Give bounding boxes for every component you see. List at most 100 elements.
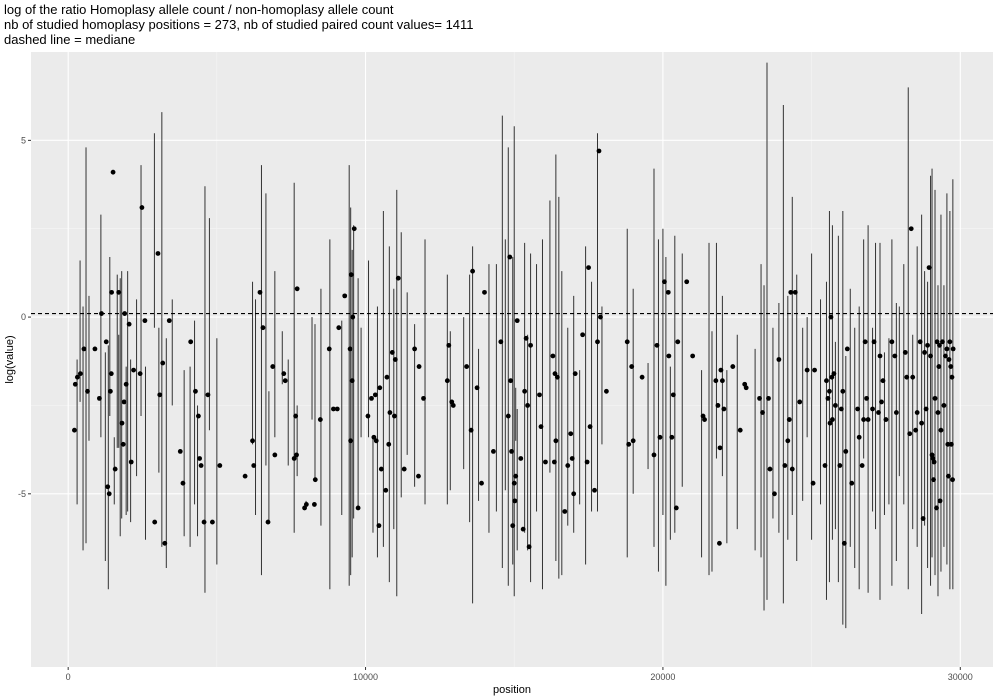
data-point bbox=[859, 463, 865, 468]
data-point bbox=[937, 342, 942, 348]
data-point bbox=[675, 339, 681, 345]
data-point bbox=[822, 463, 828, 468]
data-point bbox=[103, 339, 109, 345]
data-point bbox=[721, 406, 727, 412]
data-point bbox=[624, 339, 630, 345]
data-point bbox=[932, 395, 938, 401]
data-point bbox=[446, 342, 452, 348]
data-point bbox=[326, 346, 332, 352]
data-point bbox=[378, 466, 384, 472]
data-point bbox=[879, 399, 884, 405]
data-point bbox=[302, 505, 307, 511]
data-point bbox=[880, 378, 886, 384]
data-point bbox=[717, 540, 722, 546]
y-tick-label: -5 bbox=[18, 489, 26, 499]
chart-title: log of the ratio Homoplasy allele count … bbox=[4, 2, 394, 17]
data-point bbox=[840, 388, 846, 394]
data-point bbox=[935, 410, 941, 415]
data-point bbox=[717, 445, 723, 451]
data-point bbox=[523, 335, 529, 341]
data-point bbox=[412, 346, 418, 352]
data-point bbox=[665, 289, 671, 295]
data-point bbox=[336, 325, 342, 331]
data-point bbox=[760, 410, 765, 415]
data-point bbox=[331, 406, 336, 412]
data-point bbox=[365, 413, 371, 419]
data-point bbox=[105, 484, 111, 490]
data-point bbox=[702, 417, 707, 422]
data-point bbox=[785, 438, 791, 444]
data-point bbox=[673, 505, 679, 511]
data-point bbox=[670, 392, 676, 398]
data-point bbox=[772, 491, 777, 497]
data-point bbox=[757, 395, 762, 401]
data-point bbox=[937, 498, 943, 504]
data-point bbox=[810, 480, 816, 486]
data-point bbox=[950, 477, 955, 483]
data-point bbox=[401, 466, 407, 472]
data-point bbox=[342, 293, 348, 299]
data-point bbox=[348, 438, 354, 444]
data-point bbox=[568, 431, 574, 437]
data-point bbox=[871, 339, 877, 345]
data-point bbox=[948, 364, 954, 369]
data-point bbox=[893, 410, 899, 415]
data-point bbox=[155, 251, 161, 256]
data-point bbox=[861, 417, 867, 422]
data-point bbox=[550, 353, 556, 359]
data-point bbox=[250, 438, 255, 444]
data-point bbox=[554, 374, 560, 380]
data-point bbox=[152, 519, 158, 525]
data-point bbox=[482, 289, 487, 295]
x-axis-title: position bbox=[493, 684, 531, 696]
data-point bbox=[157, 392, 163, 398]
data-point bbox=[580, 332, 586, 338]
x-tick-label: 10000 bbox=[353, 672, 378, 682]
data-point bbox=[804, 367, 810, 373]
plot-panel bbox=[31, 52, 993, 667]
data-point bbox=[782, 463, 788, 468]
data-point bbox=[877, 353, 883, 359]
data-point bbox=[505, 413, 511, 419]
chart-caption: dashed line = mediane bbox=[4, 32, 136, 47]
data-point bbox=[416, 473, 421, 479]
data-point bbox=[526, 544, 532, 550]
data-point bbox=[788, 289, 794, 295]
data-point bbox=[217, 463, 223, 468]
data-point bbox=[369, 395, 374, 401]
data-point bbox=[72, 381, 78, 387]
data-point bbox=[470, 268, 475, 274]
data-point bbox=[598, 314, 603, 320]
data-point bbox=[520, 526, 526, 532]
data-point bbox=[180, 480, 186, 486]
data-point bbox=[265, 519, 271, 525]
data-point bbox=[552, 371, 558, 377]
data-point bbox=[383, 487, 389, 493]
data-point bbox=[792, 289, 798, 295]
data-point bbox=[662, 279, 667, 285]
data-point bbox=[386, 441, 392, 447]
data-point bbox=[116, 289, 122, 295]
data-points bbox=[72, 148, 956, 550]
data-point bbox=[841, 540, 847, 546]
x-tick-label: 0 bbox=[66, 672, 71, 682]
data-point bbox=[543, 459, 548, 465]
data-point bbox=[518, 456, 524, 461]
data-point bbox=[464, 364, 470, 369]
data-point bbox=[242, 473, 248, 479]
data-point bbox=[639, 374, 645, 380]
data-point bbox=[654, 342, 660, 348]
data-point bbox=[251, 463, 257, 468]
data-point bbox=[491, 448, 496, 454]
data-point bbox=[827, 420, 833, 426]
data-point bbox=[934, 339, 940, 345]
data-point bbox=[106, 491, 112, 497]
data-point bbox=[387, 410, 393, 415]
data-point bbox=[630, 438, 636, 444]
data-point bbox=[651, 452, 657, 458]
data-point bbox=[904, 374, 910, 380]
data-point bbox=[293, 413, 299, 419]
data-point bbox=[85, 388, 90, 394]
data-point bbox=[72, 427, 77, 433]
data-point bbox=[737, 427, 743, 433]
